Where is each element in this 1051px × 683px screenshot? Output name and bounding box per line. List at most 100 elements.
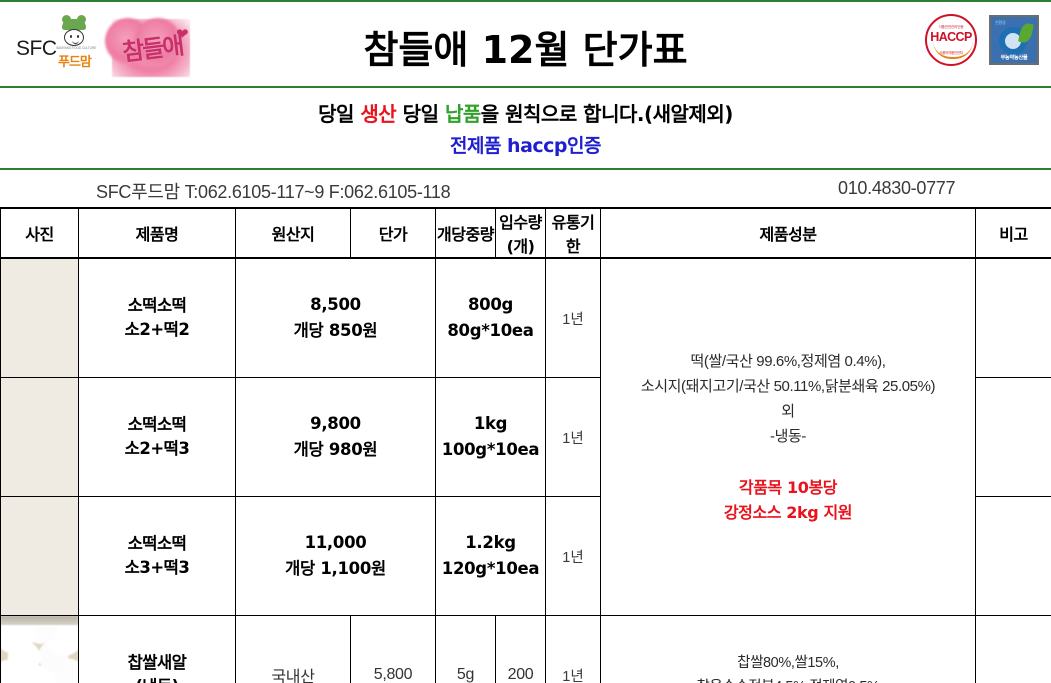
product-price-cell: 9,800 개당 980원	[235, 377, 436, 497]
remark-cell	[975, 615, 1051, 683]
ingredients-line-4: -냉동-	[770, 428, 806, 445]
sotteok-skewer-photo	[1, 497, 78, 615]
product-origin-cell: 국내산	[235, 615, 351, 683]
product-shelf-life-cell: 1년	[545, 377, 601, 497]
price-table: 사진 제품명 원산지 단가 개당중량 입수량(개) 유통기한 제품성분 비고	[0, 208, 1051, 683]
notice-seg-3: 을 원칙으로 합니다.(새알제외)	[480, 102, 734, 126]
col-header-origin: 원산지	[235, 208, 351, 259]
ingredients-text: 떡(쌀/국산 99.6%,정제염 0.4%), 소시지(돼지고기/국산 50.1…	[601, 343, 975, 531]
contact-bar: SFC푸드맘 T:062.6105-117~9 F:062.6105-118 0…	[0, 170, 1051, 208]
small-heart-icon: ❤	[176, 26, 189, 43]
product-weight-total: 1kg	[473, 414, 508, 433]
col-header-remark: 비고	[975, 208, 1051, 259]
shelf-life-value: 1년	[562, 430, 584, 447]
shelf-life-value: 1년	[562, 668, 584, 683]
ingredients-line-1: 떡(쌀/국산 99.6%,정제염 0.4%),	[690, 353, 886, 370]
notice-line-1: 당일 생산 당일 납품을 원칙으로 합니다.(새알제외)	[318, 98, 733, 127]
product-price-total: 9,800	[310, 414, 361, 433]
product-price-each: 개당 980원	[293, 440, 378, 459]
product-unit-price-cell: 5,800	[350, 615, 436, 683]
table-row: 소떡소떡 소2+떡2 8,500 개당 850원 800g 80g*10ea 1…	[0, 257, 1051, 616]
sotteok-skewer-photo	[1, 259, 78, 377]
remark-cell	[975, 496, 1051, 616]
qty-value: 200	[507, 666, 534, 683]
product-price-cell: 11,000 개당 1,100원	[235, 496, 436, 616]
product-name-line1: 소떡소떡	[127, 415, 187, 434]
product-photo-cell	[0, 257, 79, 378]
product-price-each: 개당 850원	[293, 321, 378, 340]
product-shelf-life-cell: 1년	[545, 496, 601, 616]
shelf-life-value: 1년	[562, 549, 584, 566]
product-weight-cell: 800g 80g*10ea	[435, 257, 546, 378]
eco-badge-top-text: 친환경	[995, 20, 1006, 25]
promo-note-line-1: 각품목 10봉당	[738, 478, 838, 497]
col-header-name: 제품명	[78, 208, 236, 259]
col-header-qty: 입수량(개)	[495, 208, 546, 259]
product-photo-cell	[0, 377, 79, 497]
table-header-row: 사진 제품명 원산지 단가 개당중량 입수량(개) 유통기한 제품성분 비고	[0, 208, 1051, 259]
table-row: 소떡소떡 소3+떡3 11,000 개당 1,100원 1.2kg 120g*1…	[0, 496, 1051, 616]
shelf-life-value: 1년	[562, 311, 584, 328]
product-name-cell: 소떡소떡 소2+떡3	[78, 377, 236, 497]
product-weight-total: 800g	[467, 295, 514, 314]
product-name-line1: 소떡소떡	[127, 534, 187, 553]
eco-badge-bottom-text: 무농약농산물	[1000, 55, 1028, 61]
heart-icon	[112, 19, 190, 77]
contact-phone-fax: SFC푸드맘 T:062.6105-117~9 F:062.6105-118	[96, 182, 451, 202]
product-price-total: 11,000	[304, 533, 367, 552]
product-shelf-life-cell: 1년	[545, 257, 601, 378]
product-name-line2: 소2+떡2	[124, 320, 190, 339]
sotteok-skewer-photo	[1, 378, 78, 496]
brand-logo-text: 참들애	[120, 31, 185, 67]
sfc-logo-subtext: 푸드맘	[58, 54, 92, 69]
product-photo-cell	[0, 615, 79, 683]
sfc-logo-text: SFC	[16, 37, 57, 60]
unit-price-value: 5,800	[373, 666, 413, 683]
product-name-line1: 찹쌀새알	[127, 653, 187, 672]
origin-value: 국내산	[271, 669, 315, 683]
notice-banner: 당일 생산 당일 납품을 원칙으로 합니다.(새알제외) 전제품 haccp인증	[0, 88, 1051, 170]
remark-cell	[975, 377, 1051, 497]
eco-leaf-icon	[1018, 21, 1034, 45]
product-name-cell: 찹쌀새알 (냉동)	[78, 615, 236, 683]
product-qty-cell: 200	[495, 615, 546, 683]
product-ingredients-cell: 떡(쌀/국산 99.6%,정제염 0.4%), 소시지(돼지고기/국산 50.1…	[600, 257, 976, 616]
col-header-shelf-life: 유통기한	[545, 208, 601, 259]
glutinous-rice-balls-photo	[1, 616, 78, 683]
col-header-ingredients: 제품성분	[600, 208, 976, 259]
certification-badges: 식품안전관리인증 HACCP 식품의약품안전처 친환경 무농약농산물	[925, 14, 1039, 66]
col-header-photo: 사진	[0, 208, 79, 259]
product-name-line1: 소떡소떡	[127, 296, 187, 315]
sfc-logo-fineprint: SAMYANG FOOD CULTURE	[56, 46, 97, 50]
logo-group: SFC SAMYANG FOOD CULTURE 푸드맘 참들애 ❤	[14, 10, 204, 82]
product-name-line2: (냉동)	[79, 675, 235, 683]
product-name-cell: 소떡소떡 소2+떡2	[78, 257, 236, 378]
sfc-foodmom-logo: SFC SAMYANG FOOD CULTURE 푸드맘	[14, 15, 102, 75]
product-price-cell: 8,500 개당 850원	[235, 257, 436, 378]
ingredients-line-2: 소시지(돼지고기/국산 50.11%,닭분쇄육 25.05%)	[640, 378, 936, 395]
brand-logo-chamdeulae: 참들애 ❤	[106, 11, 202, 81]
promo-note: 각품목 10봉당 강정소스 2kg 지원	[611, 475, 965, 525]
col-header-unit-price: 단가	[350, 208, 436, 259]
promo-note-line-2: 강정소스 2kg 지원	[723, 503, 853, 522]
product-price-each: 개당 1,100원	[285, 559, 386, 578]
product-name-line2: 소2+떡3	[124, 439, 190, 458]
weight-value: 5g	[456, 666, 475, 683]
product-weight-breakdown: 120g*10ea	[441, 559, 540, 578]
ingredients-line-3: 외	[781, 403, 795, 420]
contact-mobile: 010.4830-0777	[838, 178, 956, 198]
table-row: 찹쌀새알 (냉동) 국내산 5,800 5g 200 1년	[0, 615, 1051, 683]
haccp-badge-top-text: 식품안전관리인증	[938, 24, 964, 29]
col-header-weight: 개당중량	[435, 208, 496, 259]
product-weight-cell: 5g	[435, 615, 496, 683]
notice-seg-2: 당일	[396, 102, 445, 126]
notice-seg-production: 생산	[360, 102, 397, 126]
product-photo-cell	[0, 496, 79, 616]
product-weight-cell: 1.2kg 120g*10ea	[435, 496, 546, 616]
notice-line-2: 전제품 haccp인증	[450, 135, 602, 157]
ingredients-line-1: 찹쌀80%,쌀15%,	[737, 655, 839, 671]
